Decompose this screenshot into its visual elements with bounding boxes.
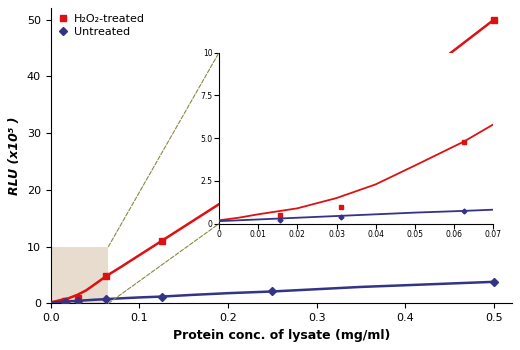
Bar <box>51 247 108 303</box>
Untreated <box>491 280 497 284</box>
H₂O₂-treated <box>269 168 276 172</box>
H₂O₂-treated <box>491 18 497 22</box>
Untreated <box>103 297 109 301</box>
H₂O₂-treated <box>75 296 82 300</box>
X-axis label: Protein conc. of lysate (mg/ml): Protein conc. of lysate (mg/ml) <box>173 329 390 342</box>
H₂O₂-treated <box>159 239 165 243</box>
H₂O₂-treated <box>61 299 68 303</box>
Untreated <box>61 300 68 304</box>
Untreated <box>75 299 82 303</box>
H₂O₂-treated <box>103 274 109 278</box>
Line: Untreated: Untreated <box>62 279 497 305</box>
Y-axis label: RLU (x10⁵ ): RLU (x10⁵ ) <box>8 117 21 195</box>
Untreated <box>159 294 165 299</box>
Untreated <box>269 289 276 294</box>
Line: H₂O₂-treated: H₂O₂-treated <box>61 16 498 304</box>
Legend: H₂O₂-treated, Untreated: H₂O₂-treated, Untreated <box>56 14 145 37</box>
